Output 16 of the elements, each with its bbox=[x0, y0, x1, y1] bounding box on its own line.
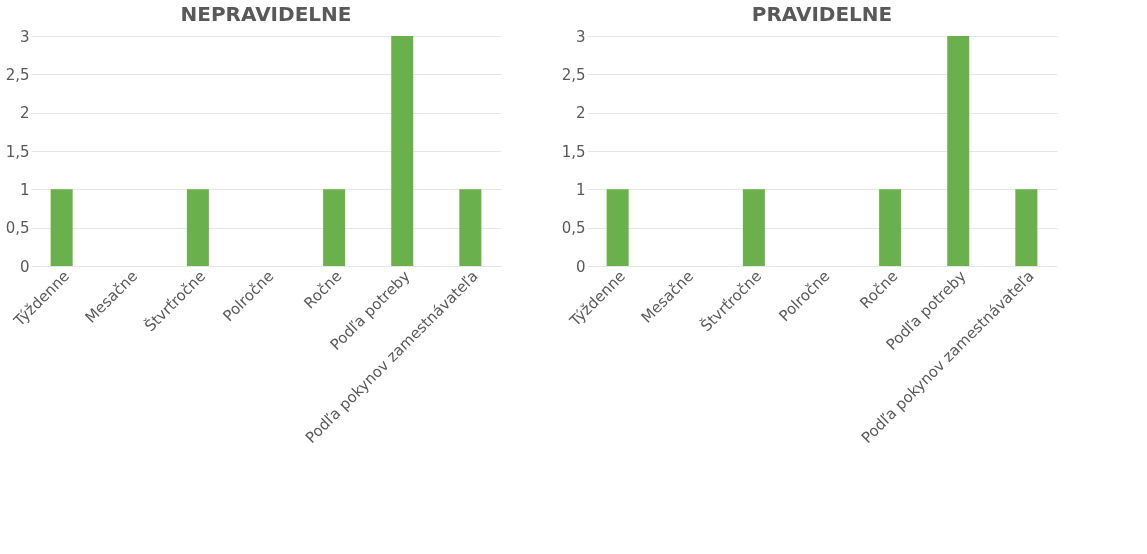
y-tick-label: 3 bbox=[575, 27, 586, 46]
y-tick-label: 0,5 bbox=[5, 219, 30, 238]
y-tick-label: 2 bbox=[19, 104, 30, 123]
y-tick-label: 2 bbox=[575, 104, 586, 123]
y-tick-label: 1 bbox=[575, 180, 586, 199]
y-tick-label: 3 bbox=[19, 27, 30, 46]
y-tick-label: 0,5 bbox=[561, 219, 586, 238]
chart-title: NEPRAVIDELNE bbox=[180, 2, 352, 26]
chart-title: PRAVIDELNE bbox=[751, 2, 893, 26]
y-tick-label: 1 bbox=[19, 180, 30, 199]
y-tick-label: 1,5 bbox=[561, 142, 586, 161]
y-tick-label: 2,5 bbox=[5, 65, 30, 84]
y-tick-label: 0 bbox=[575, 257, 586, 276]
y-tick-label: 2,5 bbox=[561, 65, 586, 84]
y-tick-label: 0 bbox=[19, 257, 30, 276]
y-tick-label: 1,5 bbox=[5, 142, 30, 161]
